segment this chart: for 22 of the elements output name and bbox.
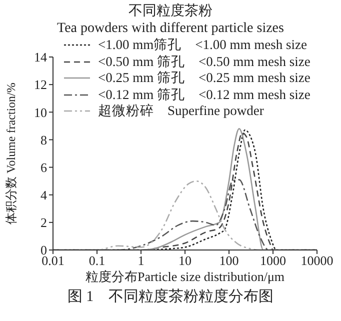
caption: 图 1 不同粒度茶粉粒度分布图 (66, 287, 275, 306)
legend-label: <0.50 mm 筛孔 <0.50 mm mesh size (98, 52, 310, 71)
legend-title: 不同粒度茶粉 Tea powders with different particle sizes (56, 3, 285, 37)
y-tick-label: 2 (40, 215, 47, 230)
y-tick-label: 12 (34, 77, 47, 92)
y-tick-label: 6 (40, 160, 48, 175)
x-tick-label: 10000 (300, 253, 334, 268)
legend-label: 超微粉碎 Superfine powder (98, 102, 264, 120)
legend-label: <1.00 mm筛孔 <1.00 mm mesh size (98, 36, 307, 54)
y-tick-label: 14 (34, 50, 48, 65)
x-tick-label: 10 (178, 253, 192, 268)
y-tick-label: 4 (40, 187, 48, 202)
x-tick-label: 100 (219, 253, 239, 268)
x-tick-label: 1 (138, 253, 144, 268)
x-axis-title: 粒度分布Particle size distribution/μm (85, 269, 285, 284)
x-tick-label: 1000 (260, 253, 286, 268)
y-axis-title: 体积分数 Volume fraction/% (4, 82, 18, 224)
legend-label: <0.12 mm 筛孔 <0.12 mm mesh size (98, 86, 310, 104)
x-tick-label: 0.1 (88, 253, 106, 268)
y-tick-label: 8 (40, 132, 47, 148)
legend-label: <0.25 mm 筛孔 <0.25 mm mesh size (98, 69, 310, 88)
y-tick-label: 10 (34, 104, 47, 120)
